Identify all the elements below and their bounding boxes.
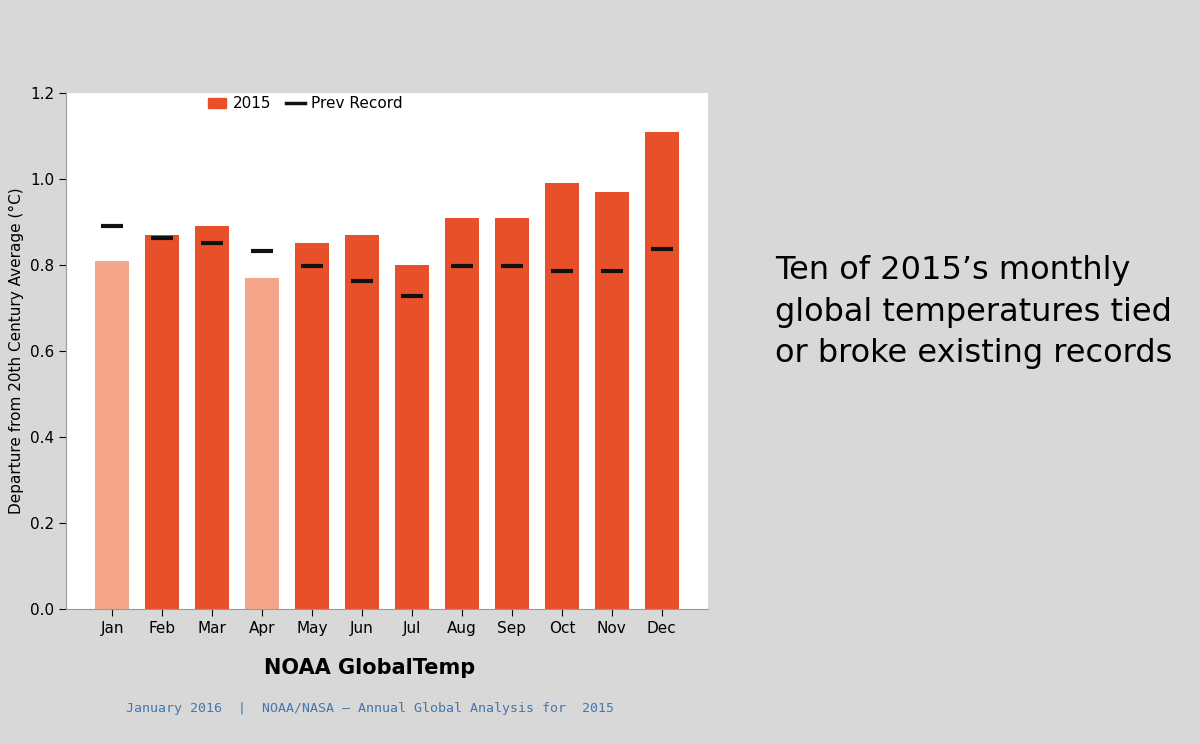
Bar (245, 278, 280, 609)
Bar (445, 218, 479, 609)
Bar (494, 218, 529, 609)
Bar (346, 235, 379, 609)
Bar (545, 184, 578, 609)
Bar (145, 235, 179, 609)
Text: Ten of 2015’s monthly
global temperatures tied
or broke existing records: Ten of 2015’s monthly global temperature… (775, 255, 1172, 369)
Bar (196, 227, 229, 609)
Bar (395, 265, 428, 609)
Text: January 2016  |  NOAA/NASA – Annual Global Analysis for  2015: January 2016 | NOAA/NASA – Annual Global… (126, 702, 613, 715)
Text: NOAA GlobalTemp: NOAA GlobalTemp (264, 658, 475, 678)
Legend: 2015, Prev Record: 2015, Prev Record (202, 90, 408, 117)
Bar (295, 244, 329, 609)
Bar (95, 261, 130, 609)
Bar (595, 192, 629, 609)
Bar (644, 132, 679, 609)
Y-axis label: Departure from 20th Century Average (°C): Departure from 20th Century Average (°C) (10, 188, 24, 514)
